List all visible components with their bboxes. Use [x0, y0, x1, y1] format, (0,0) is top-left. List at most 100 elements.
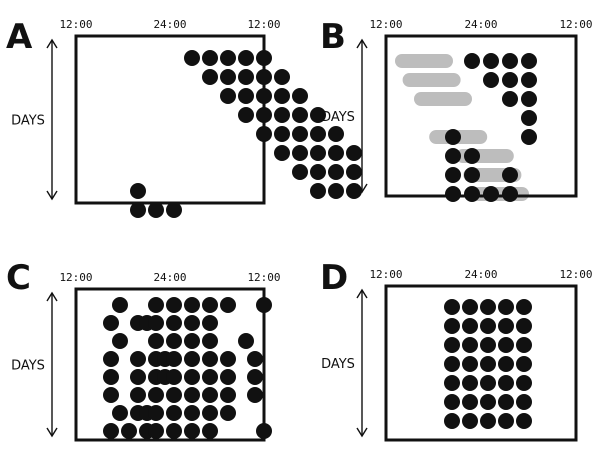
panel-frame — [74, 287, 266, 442]
activity-dot — [483, 186, 499, 202]
activity-dot — [444, 318, 460, 334]
activity-dot — [112, 405, 128, 421]
activity-dot — [444, 337, 460, 353]
activity-dot — [220, 297, 236, 313]
activity-bar — [395, 54, 453, 68]
activity-dot — [444, 394, 460, 410]
activity-dot — [148, 202, 164, 218]
activity-dot — [502, 53, 518, 69]
activity-dot — [202, 405, 218, 421]
activity-dot — [238, 69, 254, 85]
activity-dot — [516, 299, 532, 315]
activity-dot — [166, 369, 182, 385]
activity-dot — [498, 318, 514, 334]
x-tick-label: 12:00 — [559, 268, 592, 281]
panel-frame — [384, 284, 578, 442]
activity-dot — [148, 315, 164, 331]
activity-dot — [498, 299, 514, 315]
activity-dot — [148, 423, 164, 439]
activity-dot — [445, 186, 461, 202]
arrow-head-down-icon — [46, 190, 58, 201]
activity-bar — [414, 92, 472, 106]
activity-dot — [121, 423, 137, 439]
activity-dot — [483, 53, 499, 69]
activity-dot — [292, 107, 308, 123]
x-tick-label: 24:00 — [464, 268, 497, 281]
activity-dot — [462, 299, 478, 315]
activity-dot — [247, 369, 263, 385]
arrow-head-up-icon — [356, 38, 368, 49]
panel-label: B — [320, 17, 346, 57]
activity-dot — [464, 148, 480, 164]
activity-dot — [220, 387, 236, 403]
arrow-head-up-icon — [356, 288, 368, 299]
activity-dot — [328, 145, 344, 161]
x-tick-label: 12:00 — [247, 18, 280, 31]
activity-dot — [220, 50, 236, 66]
activity-dot — [130, 202, 146, 218]
panel-frame — [384, 34, 578, 198]
activity-dot — [184, 297, 200, 313]
activity-dot — [184, 423, 200, 439]
activity-dot — [498, 394, 514, 410]
activity-dot — [292, 88, 308, 104]
activity-dot — [184, 50, 200, 66]
activity-dot — [502, 72, 518, 88]
activity-dot — [464, 186, 480, 202]
activity-dot — [462, 337, 478, 353]
activity-dot — [480, 394, 496, 410]
activity-dot — [184, 351, 200, 367]
activity-dot — [202, 69, 218, 85]
activity-dot — [274, 145, 290, 161]
x-tick-label: 12:00 — [369, 268, 402, 281]
activity-dot — [521, 91, 537, 107]
activity-dot — [516, 413, 532, 429]
activity-dot — [444, 375, 460, 391]
activity-dot — [166, 351, 182, 367]
activity-dot — [328, 126, 344, 142]
activity-dot — [483, 72, 499, 88]
activity-dot — [444, 356, 460, 372]
activity-dot — [498, 375, 514, 391]
activity-dot — [148, 297, 164, 313]
y-axis-label: DAYS — [11, 114, 45, 129]
activity-dot — [130, 387, 146, 403]
x-tick-label: 24:00 — [153, 271, 186, 284]
activity-dot — [292, 145, 308, 161]
activity-dot — [202, 297, 218, 313]
activity-dot — [202, 387, 218, 403]
activity-dot — [516, 375, 532, 391]
arrow-head-up-icon — [46, 291, 58, 302]
activity-dot — [220, 369, 236, 385]
x-tick-label: 12:00 — [59, 271, 92, 284]
activity-dot — [462, 375, 478, 391]
activity-dot — [274, 126, 290, 142]
activity-dot — [103, 387, 119, 403]
activity-dot — [292, 164, 308, 180]
activity-dot — [310, 164, 326, 180]
activity-dot — [238, 50, 254, 66]
activity-dot — [184, 387, 200, 403]
panel-a: A 12:00 24:00 12:00 DAYS — [6, 17, 362, 218]
activity-dot — [166, 333, 182, 349]
activity-dot — [202, 369, 218, 385]
activity-dot — [166, 423, 182, 439]
activity-dot — [247, 387, 263, 403]
activity-dot — [238, 88, 254, 104]
activity-dot — [103, 369, 119, 385]
activity-dot — [130, 351, 146, 367]
activity-dot — [498, 337, 514, 353]
arrow-head-down-icon — [356, 183, 368, 194]
activity-dot — [521, 53, 537, 69]
activity-dot — [166, 315, 182, 331]
panel-label: C — [6, 258, 31, 298]
activity-dot — [148, 333, 164, 349]
activity-dot — [502, 186, 518, 202]
activity-dot — [480, 299, 496, 315]
panel-frame — [74, 34, 266, 205]
activity-dot — [184, 405, 200, 421]
activity-dot — [202, 423, 218, 439]
activity-dot — [462, 356, 478, 372]
activity-dot — [274, 69, 290, 85]
